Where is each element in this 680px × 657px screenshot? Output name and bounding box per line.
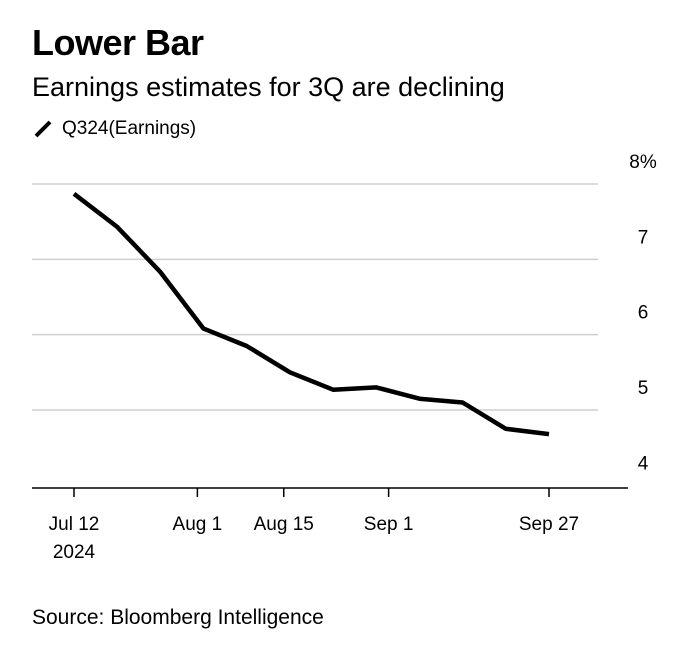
line-chart: 8% 7 6 5 4 Jul 12 2024 Aug 1 Aug 15 Sep 1 Sep 27: [32, 152, 657, 563]
y-axis-ticks: 8% 7 6 5 4: [629, 152, 657, 474]
y-tick-label: 8%: [629, 152, 657, 173]
source-note: Source: Bloomberg Intelligence: [32, 606, 324, 629]
x-tick-sublabel: 2024: [53, 542, 96, 563]
y-tick-label: 5: [638, 378, 649, 399]
gridlines: [32, 183, 598, 411]
legend-label: Q324(Earnings): [62, 118, 197, 139]
y-tick-label: 4: [638, 453, 649, 474]
y-tick-label: 7: [638, 227, 649, 248]
x-tick-label: Sep 1: [364, 514, 414, 535]
series-layer: [72, 192, 550, 437]
series-line-q324: [72, 192, 550, 437]
legend: Q324(Earnings): [34, 118, 196, 140]
x-tick-label: Aug 1: [173, 514, 223, 535]
y-tick-label: 6: [638, 303, 649, 324]
x-axis: Jul 12 2024 Aug 1 Aug 15 Sep 1 Sep 27: [32, 487, 628, 563]
x-tick-label: Aug 15: [254, 514, 314, 535]
x-tick-label: Jul 12: [49, 514, 100, 535]
chart-subtitle: Earnings estimates for 3Q are declining: [32, 72, 505, 102]
chart-title: Lower Bar: [32, 22, 204, 63]
legend-line-icon: [34, 120, 52, 138]
x-tick-label: Sep 27: [519, 514, 579, 535]
